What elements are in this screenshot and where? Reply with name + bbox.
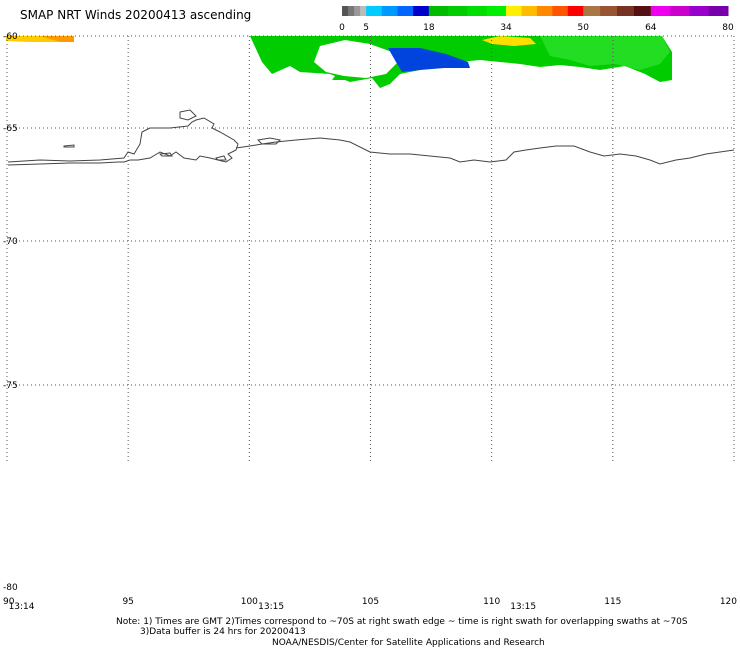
colorbar-tick-80: 80 [722,23,734,33]
note-line-3: NOAA/NESDIS/Center for Satellite Applica… [272,638,545,648]
lon-label-120: 120 [720,597,737,607]
map-title: SMAP NRT Winds 20200413 ascending [20,8,252,22]
coastline-island-3 [158,152,173,157]
axis-labels: -60 -65 -70 -75 -80 90 95 100 105 110 115 120 13:14 1… [3,32,737,612]
colorbar-cell-4-1 [600,6,618,16]
colorbar-cell-4-0 [583,6,601,16]
colorbar-tick-0: 0 [339,23,345,33]
coastline-main [7,117,239,166]
lon-label-110: 110 [483,597,500,607]
lat-label--80: -80 [3,583,18,593]
wind-swath-white-gap [314,40,398,78]
lat-lon-grid [6,35,735,464]
colorbar-cell-1-0 [366,6,383,16]
coastline-island-1 [256,137,282,145]
colorbar-cell-0-0 [342,6,349,16]
colorbar-tick-50: 50 [578,23,590,33]
colorbar-cell-2-1 [448,6,468,16]
wind-swath-light-green [540,36,670,70]
wind-speed-colorbar: 0 5 18 34 50 64 80 [339,6,734,33]
colorbar-cell-3-3 [552,6,569,16]
colorbar-cell-5-3 [708,6,729,16]
colorbar-cell-2-0 [428,6,449,16]
lat-label--65: -65 [3,124,18,134]
swath-time-label-2: 13:15 [510,602,536,612]
colorbar-cell-3-0 [506,6,522,16]
antarctic-coastline [7,109,735,166]
coastline-island-4 [215,155,227,161]
lat-label--75: -75 [3,381,18,391]
lon-label-105: 105 [362,597,379,607]
swath-time-label-0: 13:14 [9,602,35,612]
colorbar-tick-34: 34 [500,23,512,33]
lat-label--70: -70 [3,237,18,247]
colorbar-cell-4-3 [633,6,652,16]
colorbar-cell-2-3 [486,6,507,16]
colorbar-cell-1-3 [413,6,430,16]
wind-swath-orange-edge [6,36,74,42]
colorbar-cell-0-1 [348,6,355,16]
note-line-2: 3)Data buffer is 24 hrs for 20200413 [140,627,306,637]
colorbar-cell-5-0 [650,6,671,16]
colorbar-cell-0-2 [354,6,361,16]
colorbar-tick-5: 5 [363,23,369,33]
wind-swath-layer [250,36,672,88]
colorbar-cell-2-2 [467,6,488,16]
colorbar-cell-0-3 [360,6,367,16]
lon-label-90: 90 [3,597,15,607]
note-line-1: Note: 1) Times are GMT 2)Times correspon… [116,617,688,627]
lon-label-115: 115 [604,597,621,607]
lon-label-95: 95 [122,597,133,607]
colorbar-cell-3-4 [567,6,584,16]
coastline-shelf [235,137,735,165]
colorbar-cell-1-1 [381,6,398,16]
wind-swath-yellow [482,36,536,46]
coastline-island-2 [63,144,75,148]
lat-label--60: -60 [3,32,18,42]
swath-time-label-1: 13:15 [258,602,284,612]
colorbar-tick-18: 18 [423,23,435,33]
colorbar-cell-5-1 [670,6,690,16]
colorbar-cell-3-2 [536,6,553,16]
wind-swath-green-spot [332,76,350,80]
coastline-bay [179,109,197,121]
lon-label-100: 100 [241,597,258,607]
colorbar-cell-3-1 [521,6,538,16]
colorbar-cell-4-2 [617,6,635,16]
colorbar-tick-64: 64 [645,23,657,33]
colorbar-cell-5-2 [689,6,710,16]
wind-swath-blue [388,48,470,72]
colorbar-cell-1-2 [397,6,414,16]
